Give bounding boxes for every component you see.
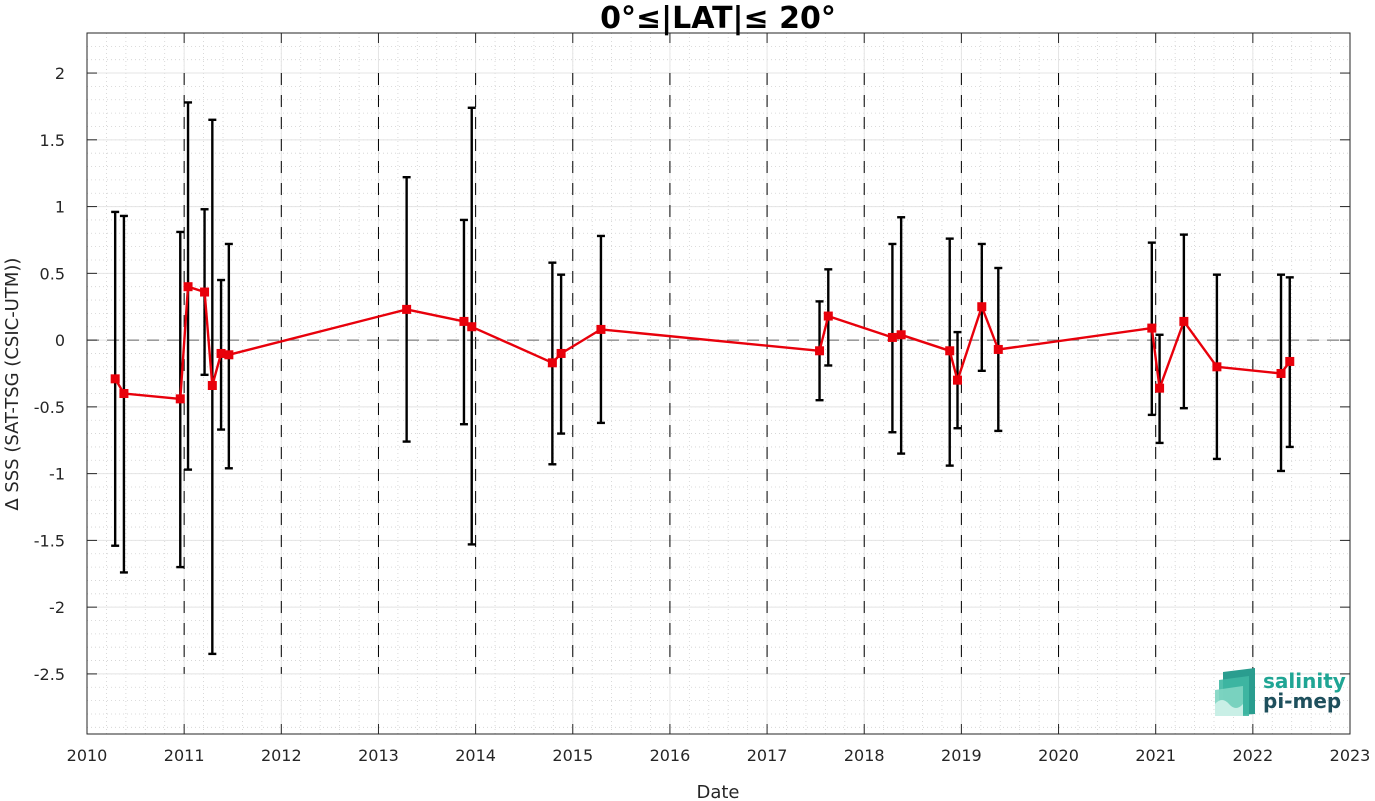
data-point	[896, 330, 906, 340]
x-tick-label: 2022	[1232, 746, 1273, 765]
data-series	[110, 282, 1295, 404]
x-tick-label: 2021	[1135, 746, 1176, 765]
x-tick-label: 2019	[941, 746, 982, 765]
x-tick-label: 2017	[747, 746, 788, 765]
salinity-pi-mep-logo: salinity pi-mep	[1215, 668, 1346, 716]
data-point	[200, 287, 210, 297]
data-point	[993, 344, 1003, 354]
x-tick-label: 2010	[67, 746, 108, 765]
x-tick-label: 2023	[1330, 746, 1371, 765]
y-tick-label: -1	[49, 465, 65, 484]
y-tick-label: 2	[55, 64, 65, 83]
data-point	[402, 304, 412, 314]
logo-text-salinity: salinity	[1263, 669, 1346, 693]
data-point	[547, 358, 557, 368]
plot-border	[86, 32, 1351, 735]
data-point	[977, 302, 987, 312]
chart-title: 0°≤|LAT|≤ 20°	[600, 1, 836, 36]
y-tick-label: -1.5	[34, 531, 65, 550]
data-point	[1147, 323, 1157, 333]
data-point	[207, 381, 217, 391]
data-point	[823, 311, 833, 321]
data-point	[216, 348, 226, 358]
data-point	[183, 282, 193, 292]
logo-text-pi-mep: pi-mep	[1263, 689, 1341, 713]
data-point	[887, 332, 897, 342]
data-point	[1212, 362, 1222, 372]
y-tick-label: 0.5	[40, 264, 65, 283]
data-point	[945, 346, 955, 356]
plot-frame	[86, 32, 1351, 735]
x-tick-label: 2013	[358, 746, 399, 765]
data-point	[467, 322, 477, 332]
series-line	[114, 285, 1291, 401]
error-bars	[111, 101, 1294, 656]
tick-labels: 2010 2011 2012 2013 2014 2015 2016 2017 2018 2019…	[34, 64, 1371, 765]
x-tick-label: 2018	[844, 746, 885, 765]
data-point	[110, 374, 120, 384]
x-axis-label: Date	[696, 782, 739, 801]
y-tick-label: -2	[49, 598, 65, 617]
y-tick-label: 1	[55, 198, 65, 217]
x-tick-label: 2020	[1038, 746, 1079, 765]
grid	[86, 32, 1351, 734]
logo-wave-icon	[1215, 668, 1255, 716]
x-tick-label: 2011	[164, 746, 205, 765]
data-point	[1179, 316, 1189, 326]
year-marker-lines	[183, 73, 1254, 674]
y-tick-label: 0	[55, 331, 65, 350]
data-point	[175, 394, 185, 404]
y-tick-label: -0.5	[34, 398, 65, 417]
data-point	[459, 316, 469, 326]
x-tick-label: 2015	[552, 746, 593, 765]
y-tick-label: 1.5	[40, 131, 65, 150]
x-tick-label: 2012	[261, 746, 302, 765]
data-point	[224, 350, 234, 360]
y-tick-label: -2.5	[34, 665, 65, 684]
y-axis-label: ∆ SSS (SAT-TSG (CSIC-UTM))	[2, 258, 23, 512]
data-point	[119, 389, 129, 399]
data-point	[1276, 368, 1286, 378]
data-point	[596, 324, 606, 334]
data-point	[1155, 383, 1165, 393]
data-point	[556, 348, 566, 358]
data-point	[1285, 356, 1295, 366]
x-tick-label: 2016	[650, 746, 691, 765]
x-tick-label: 2014	[455, 746, 496, 765]
data-point	[815, 346, 825, 356]
data-point	[952, 375, 962, 385]
